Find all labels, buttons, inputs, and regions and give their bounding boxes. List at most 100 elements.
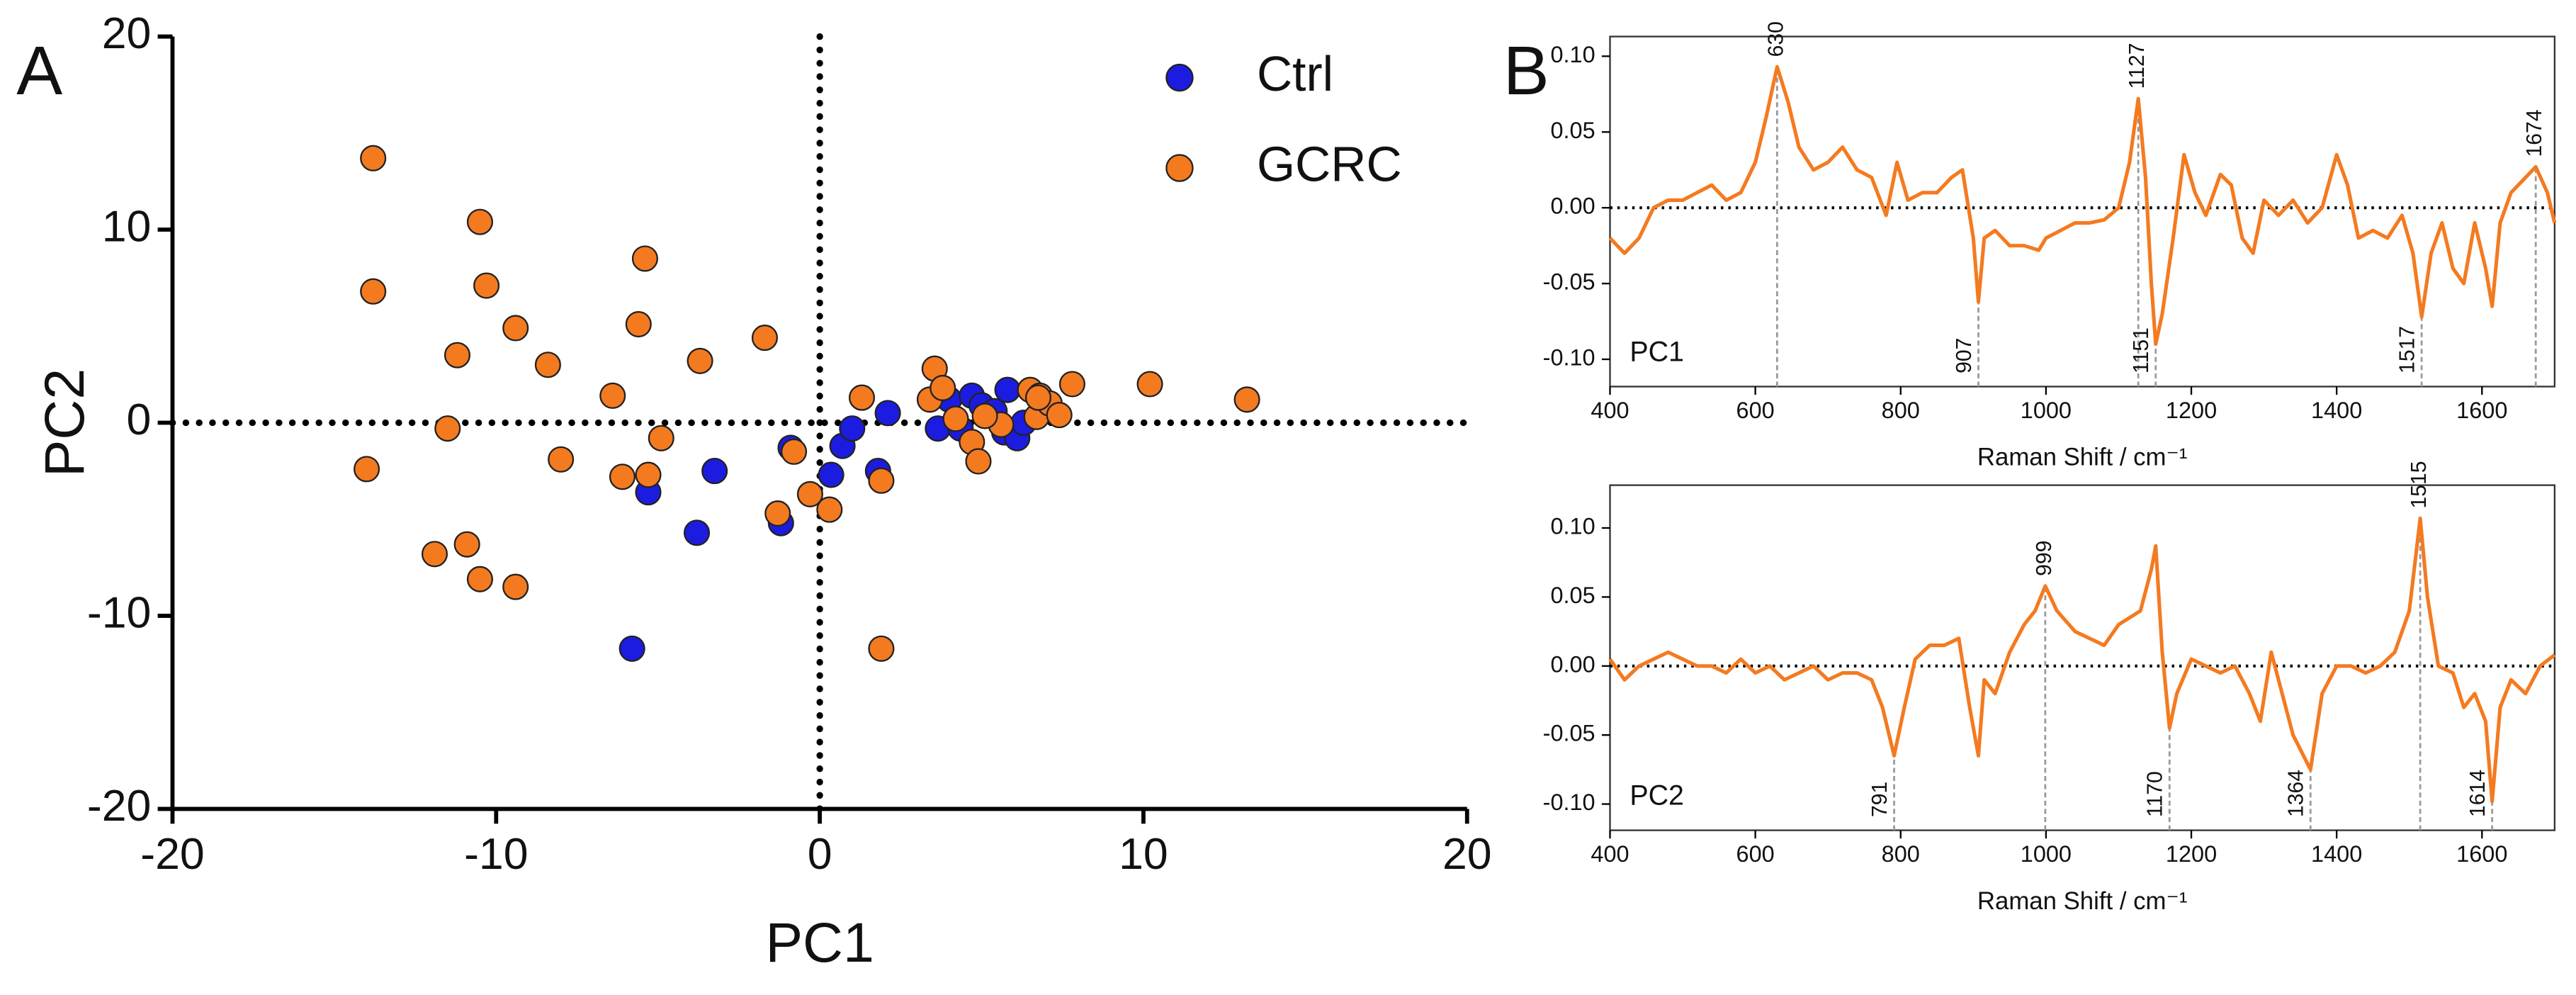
point	[473, 272, 500, 299]
point	[548, 446, 575, 473]
peak-label: 907	[1953, 338, 1976, 373]
point	[502, 315, 529, 342]
y-tick-label: 0.00	[1550, 651, 1595, 677]
spectrum-line	[1608, 64, 2557, 347]
panel-label: PC1	[1629, 337, 1684, 368]
x-tick-label: 400	[1591, 398, 1629, 423]
y-tick-label: 0.10	[1550, 514, 1595, 539]
x-tick-label: 1400	[2311, 398, 2362, 423]
point	[625, 310, 652, 338]
point	[534, 352, 561, 378]
point	[764, 500, 791, 527]
legend-label: GCRC	[1257, 136, 1402, 191]
point	[1058, 371, 1085, 398]
x-tick-label: 10	[1119, 829, 1168, 879]
point	[466, 208, 494, 235]
point	[360, 278, 387, 305]
point	[930, 374, 956, 401]
x-tick-label: 1200	[2166, 398, 2217, 423]
point	[648, 425, 674, 451]
legend-label: Ctrl	[1257, 46, 1333, 101]
legend-marker	[1165, 154, 1194, 182]
panel-label: PC2	[1629, 780, 1684, 811]
point	[942, 405, 969, 432]
y-tick-label: 0.00	[1550, 193, 1595, 219]
point	[631, 245, 658, 272]
point	[994, 376, 1021, 403]
point	[848, 384, 876, 411]
point	[965, 448, 992, 475]
peak-label: 1170	[2144, 771, 2167, 817]
plot-frame	[1609, 35, 2556, 388]
x-tick-label: 1600	[2456, 841, 2507, 867]
point	[618, 635, 645, 662]
x-tick-label: 1000	[2021, 841, 2072, 867]
y-tick-label: -0.10	[1543, 789, 1595, 815]
peak-label: 1151	[2130, 327, 2153, 373]
x-tick-label: 1200	[2166, 841, 2217, 867]
x-axis-label: Raman Shift / cm⁻¹	[1977, 444, 2188, 471]
x-tick-label: 800	[1882, 398, 1920, 423]
peak-label: 1364	[2285, 770, 2308, 817]
peak-label: 1517	[2396, 326, 2419, 373]
x-tick-label: 1600	[2456, 398, 2507, 423]
spectrum-line	[1608, 516, 2556, 804]
point	[971, 403, 998, 429]
point	[421, 541, 448, 568]
point	[453, 531, 480, 558]
y-tick-label: -10	[87, 588, 151, 637]
y-tick-label: 0.10	[1550, 42, 1595, 67]
x-tick-label: -10	[464, 829, 528, 879]
point	[683, 519, 711, 546]
point	[1046, 402, 1073, 429]
point	[466, 566, 494, 592]
point	[360, 145, 387, 172]
y-tick-label: 0.05	[1550, 583, 1595, 608]
point	[751, 325, 779, 352]
point	[796, 480, 823, 507]
point	[701, 458, 728, 485]
point	[868, 467, 895, 494]
point	[816, 496, 843, 523]
point	[687, 347, 713, 374]
point	[781, 438, 808, 465]
x-tick-label: 400	[1591, 841, 1629, 867]
point	[434, 415, 461, 442]
y-tick-label: 10	[102, 202, 152, 252]
point	[444, 342, 471, 369]
x-tick-label: 20	[1442, 829, 1492, 879]
point	[1136, 371, 1163, 398]
x-tick-label: 1400	[2311, 841, 2362, 867]
panel-letter: A	[16, 32, 62, 109]
point	[609, 463, 636, 490]
point	[868, 635, 895, 662]
point	[599, 382, 626, 409]
y-tick-label: -0.05	[1543, 721, 1595, 746]
y-tick-label: 0.05	[1550, 118, 1595, 143]
peak-label: 1614	[2466, 770, 2490, 817]
point	[354, 456, 380, 483]
x-tick-label: 0	[808, 829, 832, 879]
x-tick-label: -20	[140, 829, 204, 879]
point	[818, 461, 844, 488]
point	[635, 461, 662, 488]
y-tick-label: 20	[102, 9, 152, 58]
y-tick-label: -0.05	[1543, 269, 1595, 295]
x-tick-label: 800	[1882, 841, 1920, 867]
peak-label: 1674	[2523, 109, 2546, 157]
y-tick-label: -20	[87, 781, 151, 831]
y-tick-label: 0	[127, 395, 152, 444]
legend-marker	[1165, 63, 1194, 92]
peak-label: 630	[1764, 21, 1787, 57]
panel-letter: B	[1503, 32, 1549, 109]
y-axis-label: PC2	[33, 369, 96, 477]
peak-label: 791	[1868, 782, 1892, 817]
point	[839, 415, 866, 442]
peak-label: 1515	[2407, 461, 2431, 508]
x-axis-label: Raman Shift / cm⁻¹	[1977, 888, 2188, 915]
peak-label: 1127	[2125, 43, 2149, 89]
point	[1233, 386, 1260, 413]
peak-label: 999	[2033, 541, 2056, 576]
point	[502, 573, 529, 600]
